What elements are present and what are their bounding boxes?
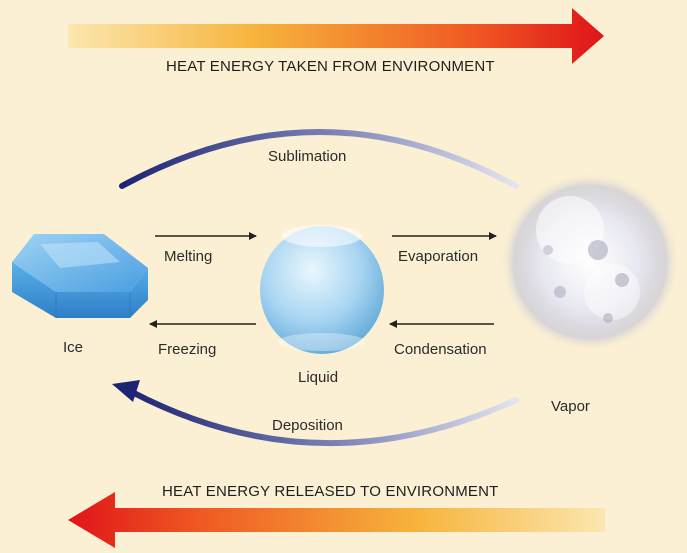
heat-released-label: HEAT ENERGY RELEASED TO ENVIRONMENT [162,483,499,500]
freezing-label: Freezing [158,341,217,358]
heat-taken-label: HEAT ENERGY TAKEN FROM ENVIRONMENT [166,58,495,75]
sublimation-label: Sublimation [268,148,347,165]
deposition-arrowhead [112,380,140,402]
condensation-label: Condensation [394,341,487,358]
liquid-label: Liquid [298,369,339,386]
vapor-label: Vapor [551,398,590,415]
heat-taken-arrow [68,8,604,64]
evaporation-label: Evaporation [398,248,479,265]
melting-label: Melting [164,248,213,265]
deposition-label: Deposition [272,417,343,434]
ice-block [12,234,148,318]
sublimation-arrow [119,129,519,189]
vapor-cloud [500,172,680,352]
heat-released-arrow [68,492,605,548]
deposition-arrow [129,389,519,447]
liquid-sphere [260,225,384,354]
ice-label: Ice [63,339,84,356]
